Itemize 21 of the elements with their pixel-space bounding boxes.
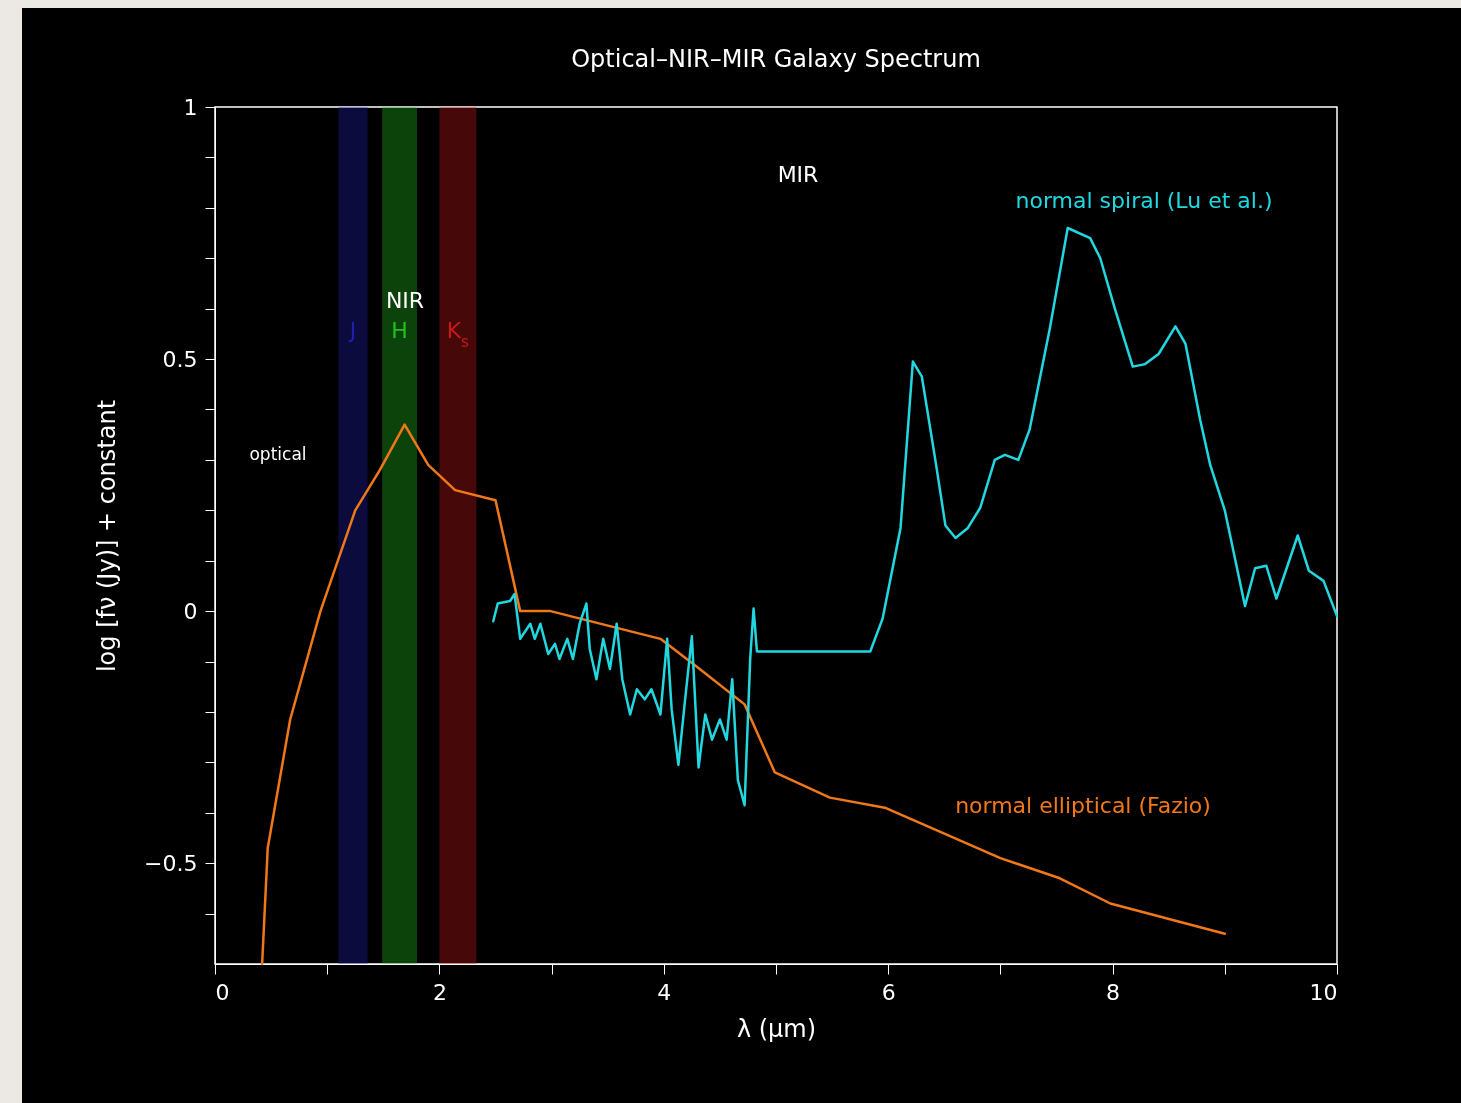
x-tick-label: 10 [1309,979,1338,1005]
band-label: H [391,318,408,343]
band-label: J [347,318,357,343]
annotation: MIR [777,162,819,187]
text: normal spiral (Lu et al.) [1015,188,1273,213]
x-tick-label: 8 [1106,979,1121,1005]
chart-title: Optical–NIR–MIR Galaxy Spectrum [571,45,981,73]
y-tick-label: −0.5 [144,850,198,876]
band-label: K$_{s}$ [446,318,470,351]
y-axis-title: log [fν (Jy)] + constant [93,399,122,673]
x-tick-label: 4 [657,979,672,1005]
y-tick-label: 0 [183,598,198,624]
annotation: optical [249,444,307,464]
x-axis-title: λ (μm) [736,1014,817,1043]
x-tick-label: 6 [881,979,896,1005]
x-tick-label: 2 [432,979,447,1005]
y-tick-label: 0.5 [162,346,198,372]
x-tick-label: 0 [215,979,230,1005]
annotation: NIR [385,288,425,313]
series-label: normal elliptical (Fazio) [955,793,1211,818]
y-tick-label: 1 [183,94,198,120]
